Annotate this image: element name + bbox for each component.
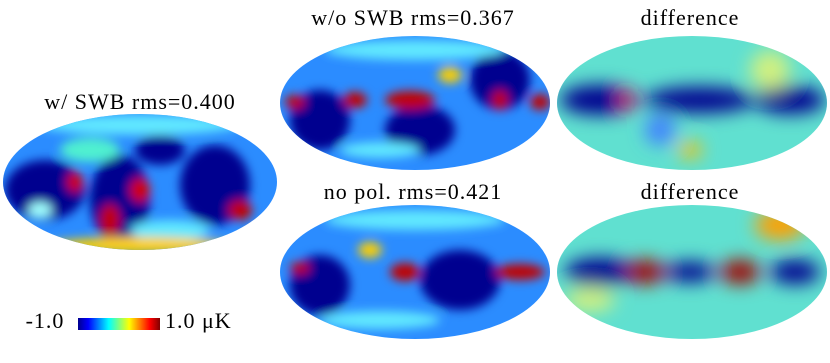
- panel-title: w/o SWB rms=0.367: [311, 5, 515, 30]
- panel-title: no pol. rms=0.421: [324, 179, 503, 204]
- colorbar-max-label: 1.0 μK: [165, 308, 232, 333]
- panel-title: difference: [641, 179, 740, 204]
- difference-map: [557, 205, 827, 339]
- difference-map: [557, 36, 827, 170]
- panel-title: w/ SWB rms=0.400: [44, 89, 236, 114]
- sky-map: [280, 36, 550, 170]
- colorbar-min-label: -1.0: [26, 308, 65, 333]
- sky-map: [280, 205, 550, 339]
- colorbar: [78, 318, 160, 330]
- panel-title: difference: [641, 5, 740, 30]
- sky-map: [3, 114, 277, 250]
